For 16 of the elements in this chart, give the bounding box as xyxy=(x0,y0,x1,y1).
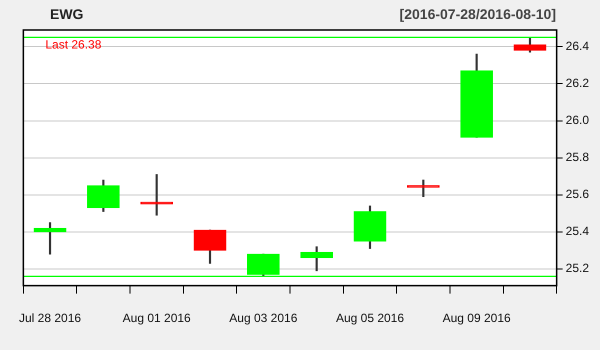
annotation: Last 26.38 xyxy=(45,37,102,52)
x-tick-label: Aug 01 2016 xyxy=(122,311,192,326)
y-tick-label: 26.0 xyxy=(566,113,590,128)
chart-title: EWG xyxy=(50,6,84,22)
candlestick xyxy=(406,180,440,198)
y-tick-label: 25.6 xyxy=(566,187,590,202)
x-tick-label: Aug 09 2016 xyxy=(442,311,512,326)
y-tick-label: 25.8 xyxy=(566,150,590,164)
y-tick-label: 25.2 xyxy=(566,261,590,276)
x-tick-label: Aug 03 2016 xyxy=(229,311,298,326)
x-tick-label: Jul 28 2016 xyxy=(18,311,82,326)
x-tick-label: Aug 05 2016 xyxy=(336,311,404,326)
chart-subtitle: [2016-07-28/2016-08-10] xyxy=(400,6,556,22)
y-tick-label: 25.4 xyxy=(566,224,590,238)
y-tick-label: 26.2 xyxy=(566,76,590,90)
y-tick-label: 26.4 xyxy=(566,38,590,53)
